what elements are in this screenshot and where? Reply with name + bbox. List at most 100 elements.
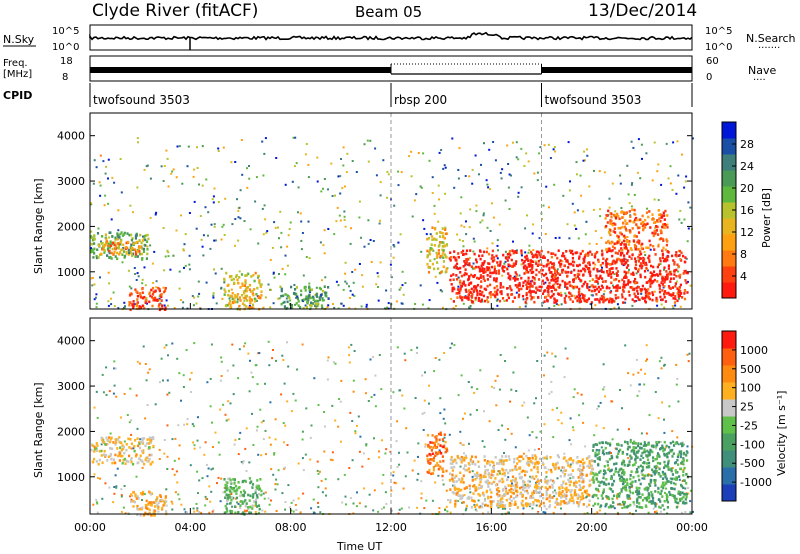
scatter-cell [115,395,118,398]
region-cell [629,215,632,218]
cpid-label: CPID [3,89,32,102]
region-cell [613,227,616,230]
scatter-cell [547,143,550,146]
region-cell [617,296,620,299]
region-cell [615,213,618,217]
scatter-cell [95,498,98,501]
region-cell [684,256,687,259]
region-cell [585,474,588,477]
scatter-cell [248,177,251,180]
region-cell [138,245,141,248]
scatter-cell [504,260,507,263]
region-cell [550,470,553,474]
scatter-cell [687,227,690,230]
region-cell [434,451,438,454]
region-cell [487,262,490,265]
scatter-cell [105,394,108,396]
region-cell [438,450,442,454]
region-cell [581,492,584,495]
region-cell [623,212,626,216]
region-cell [255,494,259,497]
region-cell [616,289,619,292]
scatter-cell [445,505,448,508]
region-cell [455,274,458,277]
scatter-cell [263,152,266,155]
region-cell [246,286,249,289]
region-cell [468,263,471,267]
region-cell [603,299,606,302]
region-cell [559,263,562,266]
region-cell [498,490,501,493]
y-tick-label: 3000 [57,175,85,188]
region-cell [139,446,142,450]
scatter-cell [124,305,126,308]
scatter-cell [421,412,424,415]
scatter-cell [471,182,474,185]
region-cell [666,273,669,277]
region-cell [544,272,548,276]
scatter-cell [677,270,680,273]
scatter-cell [577,237,580,240]
region-cell [575,295,578,298]
scatter-cell [655,512,658,515]
scatter-cell [592,208,595,211]
region-cell [571,249,574,253]
region-cell [428,452,431,456]
region-cell [237,486,240,490]
region-cell [675,251,678,254]
region-cell [643,222,646,226]
scatter-cell [451,137,454,140]
region-cell [665,277,668,281]
region-cell [130,500,133,503]
region-cell [497,462,501,465]
region-cell [432,446,435,449]
region-cell [120,448,123,452]
region-cell [647,279,650,283]
region-cell [553,275,556,279]
scatter-cell [475,204,478,207]
region-cell [577,460,580,464]
region-cell [451,473,454,477]
scatter-cell [222,146,225,149]
region-cell [223,288,226,291]
region-cell [146,438,149,441]
region-cell [621,262,624,266]
scatter-cell [461,501,464,504]
scatter-cell [108,252,111,255]
region-cell [545,263,548,267]
scatter-cell [360,305,363,308]
region-cell [573,274,576,277]
region-cell [529,269,532,272]
region-cell [643,269,647,273]
region-cell [615,455,618,458]
scatter-cell [515,156,518,159]
region-cell [241,493,244,497]
region-cell [501,455,504,458]
scatter-cell [265,231,268,234]
scatter-cell [423,227,426,230]
scatter-cell [268,364,271,367]
region-cell [587,456,590,459]
region-cell [667,466,670,469]
scatter-cell [517,195,520,198]
region-cell [519,492,522,496]
region-cell [493,278,496,281]
scatter-cell [95,390,98,393]
scatter-cell [659,506,662,509]
scatter-cell [460,224,463,227]
region-cell [472,492,475,495]
region-cell [481,502,484,506]
region-cell [602,296,606,300]
region-cell [257,492,260,496]
region-cell [117,454,120,458]
region-cell [542,254,545,258]
region-cell [464,288,467,292]
region-cell [663,278,666,281]
region-cell [461,296,464,299]
scatter-cell [274,226,277,229]
scatter-cell [535,481,537,484]
scatter-cell [692,137,694,140]
region-cell [588,499,591,502]
region-cell [669,287,672,290]
scatter-cell [573,294,576,297]
